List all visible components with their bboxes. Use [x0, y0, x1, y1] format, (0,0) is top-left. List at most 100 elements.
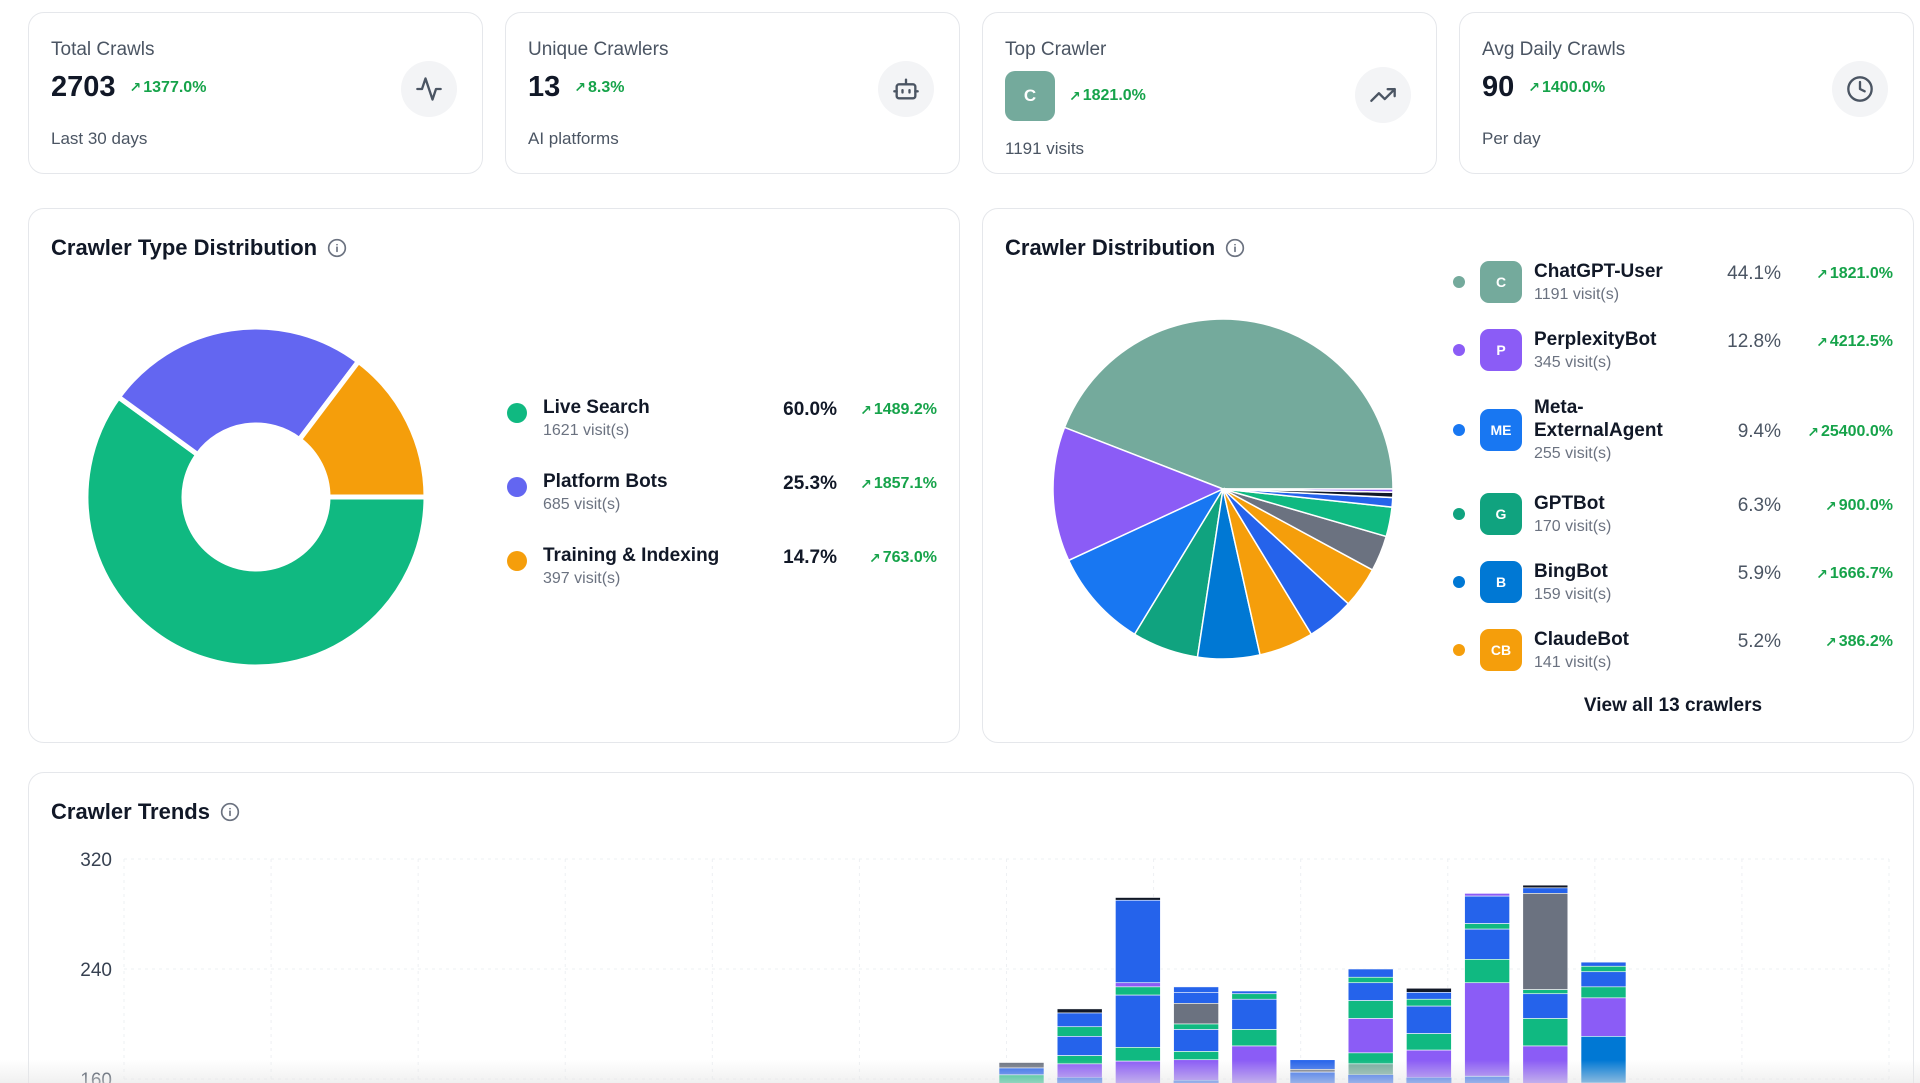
legend-item-platform-bots[interactable]: Platform Bots 685 visit(s) 25.3% ↗ 1857.1…: [507, 471, 937, 514]
bar-segment: [1580, 986, 1627, 999]
crawler-item-gptbot[interactable]: G GPTBot 170 visit(s) 6.3% ↗ 900.0%: [1453, 493, 1893, 536]
legend-item-training-indexing[interactable]: Training & Indexing 397 visit(s) 14.7% ↗…: [507, 545, 937, 588]
arrow-up-right-icon: ↗: [1816, 265, 1828, 282]
legend-name: Live Search: [543, 397, 650, 418]
crawler-avatar: CB: [1480, 629, 1522, 672]
trending-up-icon: [1355, 67, 1411, 123]
panel-title: Crawler Type Distribution: [51, 235, 318, 260]
pie-slice-meta-externalagent[interactable]: [1067, 487, 1225, 636]
arrow-up-right-icon: ↗: [1807, 423, 1819, 440]
bar-segment: [1231, 998, 1278, 1030]
stat-title: Avg Daily Crawls: [1482, 39, 1626, 60]
bar-segment: [1522, 989, 1569, 995]
legend-delta: ↗ 1857.1%: [860, 475, 937, 492]
stat-delta: ↗ 8.3%: [574, 78, 625, 96]
crawler-pct: 6.3%: [1737, 495, 1781, 516]
crawler-trends-bar-chart: 320240160: [80, 850, 1890, 1083]
stat-card-total-crawls: Total Crawls 2703 ↗ 1377.0% Last 30 days: [28, 12, 483, 174]
crawler-item-meta-externalagent[interactable]: ME Meta- ExternalAgent 255 visit(s) 9.4%…: [1453, 397, 1893, 463]
info-icon[interactable]: [327, 238, 347, 258]
pie-slice-chatgpt-user[interactable]: [1063, 318, 1394, 490]
crawler-delta: ↗ 25400.0%: [1807, 423, 1893, 440]
crawler-dot: [1453, 576, 1465, 589]
stat-value: 2703: [51, 71, 116, 103]
arrow-up-right-icon: ↗: [1816, 333, 1828, 350]
bar-segment: [1522, 884, 1569, 889]
crawler-name: ChatGPT-User: [1534, 261, 1663, 282]
bar-segment: [1464, 928, 1510, 960]
crawler-avatar: C: [1480, 261, 1522, 304]
donut-slice-platform-bots[interactable]: [114, 324, 363, 459]
type-donut-chart: [83, 324, 429, 670]
stat-title: Total Crawls: [51, 39, 155, 60]
arrow-up-right-icon: ↗: [129, 79, 142, 95]
info-icon[interactable]: [220, 802, 240, 822]
bar-segment: [1056, 1008, 1103, 1014]
trend-bar[interactable]: [1115, 897, 1161, 1083]
pie-slice-other-7[interactable]: [1222, 488, 1394, 493]
crawler-trends-panel: Crawler Trends 320240160: [28, 772, 1914, 1083]
bar-segment: [1173, 1029, 1219, 1052]
bar-segment: [1231, 1029, 1278, 1047]
crawler-item-claudebot[interactable]: CB ClaudeBot 141 visit(s) 5.2% ↗ 386.2%: [1453, 629, 1893, 672]
crawler-dot: [1453, 423, 1465, 436]
bar-segment: [1347, 976, 1394, 984]
crawler-dot: [1453, 344, 1465, 357]
bar-segment: [1115, 899, 1161, 984]
bar-segment: [1406, 1033, 1452, 1051]
arrow-up-right-icon: ↗: [1069, 87, 1081, 104]
arrow-up-right-icon: ↗: [860, 475, 872, 492]
bar-segment: [1231, 990, 1278, 995]
crawler-item-perplexitybot[interactable]: P PerplexityBot 345 visit(s) 12.8% ↗ 4212…: [1453, 329, 1893, 372]
crawler-name: ClaudeBot: [1534, 629, 1629, 650]
stat-delta: ↗ 1400.0%: [1528, 78, 1606, 96]
legend-pct: 14.7%: [783, 547, 837, 568]
bar-segment: [1115, 994, 1161, 1048]
bar-segment: [1464, 893, 1510, 897]
bar-segment: [1580, 961, 1627, 967]
info-icon[interactable]: [1225, 238, 1245, 258]
bar-segment: [1056, 1036, 1103, 1056]
bar-segment: [1056, 1026, 1103, 1037]
bar-segment: [1173, 1023, 1219, 1030]
crawler-name: PerplexityBot: [1534, 329, 1657, 350]
arrow-up-right-icon: ↗: [860, 401, 872, 418]
bar-segment: [1522, 1018, 1569, 1047]
legend-dot: [507, 403, 527, 423]
bar-segment: [1347, 982, 1394, 1001]
legend-visits: 1621 visit(s): [543, 422, 630, 439]
bar-segment: [1347, 1000, 1394, 1019]
trend-bar[interactable]: [1522, 884, 1569, 1083]
donut-slice-live-search[interactable]: [83, 393, 429, 670]
bar-segment: [1173, 992, 1219, 1004]
legend-dot: [507, 551, 527, 571]
crawler-pct: 12.8%: [1727, 331, 1781, 352]
crawler-item-chatgpt-user[interactable]: C ChatGPT-User 1191 visit(s) 44.1% ↗ 1821…: [1453, 261, 1893, 304]
arrow-up-right-icon: ↗: [1825, 497, 1837, 514]
crawler-item-bingbot[interactable]: B BingBot 159 visit(s) 5.9% ↗ 1666.7%: [1453, 561, 1893, 604]
bar-segment: [1347, 968, 1394, 978]
crawler-dot: [1453, 508, 1465, 521]
bar-segment: [1173, 986, 1219, 993]
crawler-visits: 159 visit(s): [1534, 585, 1612, 603]
crawler-avatar: C: [1005, 71, 1055, 121]
bar-segment: [1231, 993, 1278, 1000]
bar-segment: [1406, 998, 1452, 1007]
crawler-avatar: G: [1480, 493, 1522, 536]
legend-name: Training & Indexing: [543, 545, 720, 566]
crawler-name: BingBot: [1534, 561, 1608, 582]
panel-title: Crawler Distribution: [1005, 235, 1216, 260]
view-all-crawlers-link[interactable]: View all 13 crawlers: [1583, 695, 1763, 716]
bar-segment: [1580, 997, 1627, 1037]
donut-slice-training-indexing[interactable]: [295, 357, 429, 500]
trend-bar[interactable]: [1464, 893, 1510, 1083]
y-tick-label: 240: [80, 960, 112, 981]
bar-segment: [1173, 1003, 1219, 1025]
crawler-avatar: B: [1480, 561, 1522, 604]
arrow-up-right-icon: ↗: [1816, 565, 1828, 582]
pie-slice-perplexitybot[interactable]: [1052, 426, 1225, 562]
crawler-visits: 141 visit(s): [1534, 653, 1612, 671]
stat-title: Top Crawler: [1005, 39, 1107, 60]
stat-card-unique-crawlers: Unique Crawlers 13 ↗ 8.3% AI platforms: [505, 12, 960, 174]
legend-item-live-search[interactable]: Live Search 1621 visit(s) 60.0% ↗ 1489.2%: [507, 397, 937, 440]
